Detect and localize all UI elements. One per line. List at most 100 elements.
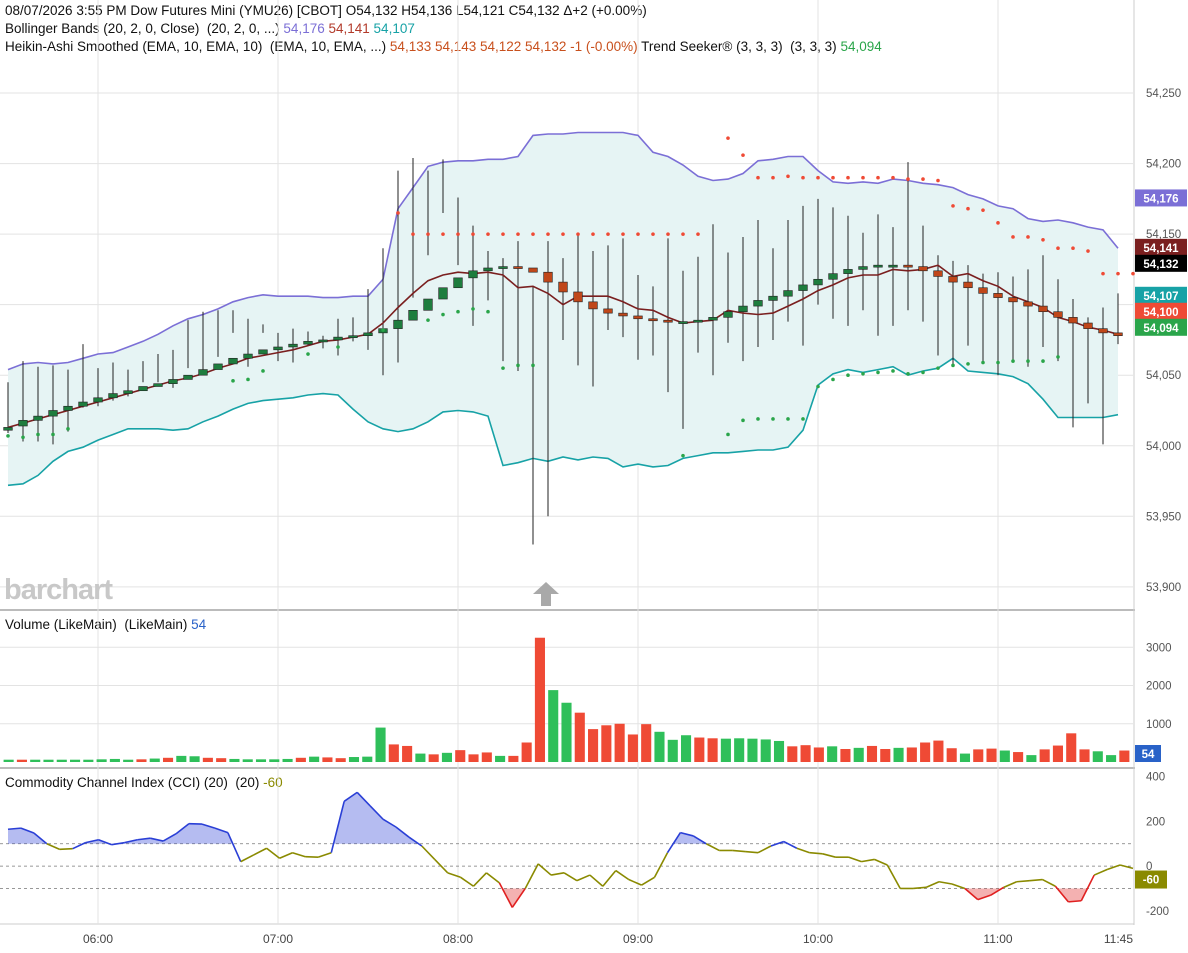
cci-line-segment bbox=[72, 841, 86, 850]
volume-bar bbox=[813, 747, 824, 762]
heikin-ashi-candle bbox=[468, 270, 478, 279]
bollinger-legend[interactable]: Bollinger Bands (20, 2, 0, Close) (20, 2… bbox=[5, 20, 415, 37]
cci-line-segment bbox=[318, 851, 332, 858]
volume-bar bbox=[906, 747, 917, 762]
volume-bar bbox=[680, 735, 692, 762]
volume-bar bbox=[920, 742, 931, 762]
cci-line-segment bbox=[1029, 878, 1043, 882]
heikin-ashi-candle bbox=[723, 311, 733, 318]
trend-seeker-dot-up bbox=[981, 360, 985, 365]
volume-bar bbox=[800, 745, 811, 762]
header-ohlc: O54,132 H54,136 L54,121 C54,132 Δ+2 (+0.… bbox=[345, 3, 647, 18]
volume-bar bbox=[534, 637, 545, 762]
bollinger-middle-line bbox=[7, 264, 1119, 429]
volume-bar bbox=[348, 757, 360, 762]
trend-seeker-dot-down bbox=[411, 232, 415, 236]
heikin-ashi-candle bbox=[318, 339, 328, 343]
heikin-ashi-candle bbox=[633, 315, 643, 320]
trend-seeker-dot-up bbox=[1041, 359, 1045, 363]
y-tick-label: 200 bbox=[1146, 816, 1165, 828]
heikin-ashi-candle bbox=[708, 317, 718, 321]
volume-bar bbox=[1092, 751, 1103, 762]
heikin-ashi-candle bbox=[993, 293, 1003, 298]
heikin-ashi-candle bbox=[933, 270, 943, 277]
trend-seeker-dot-down bbox=[546, 232, 550, 236]
heikin-ashi-candle bbox=[408, 310, 418, 321]
volume-bar bbox=[548, 690, 559, 762]
trend-seeker-dot-up bbox=[336, 345, 340, 349]
trend-seeker-dot-down bbox=[471, 232, 475, 236]
heikin-ashi-candle bbox=[363, 332, 373, 337]
heikin-ashi-candle bbox=[393, 319, 403, 329]
volume-bar bbox=[56, 759, 67, 762]
heikin-ashi-candle bbox=[33, 415, 43, 421]
cci-line-segment bbox=[705, 843, 720, 852]
heikin-ashi-candle bbox=[183, 374, 193, 380]
ha-params: (EMA, 10, EMA, ...) bbox=[269, 39, 387, 54]
cci-line-segment bbox=[745, 850, 759, 854]
cci-overbought-fill bbox=[8, 792, 789, 844]
trend-seeker-dot-up bbox=[486, 309, 490, 314]
heikin-ashi-candle bbox=[738, 305, 748, 313]
volume-bar bbox=[295, 757, 306, 762]
cci-line-segment bbox=[85, 838, 99, 844]
trend-seeker-dot-down bbox=[606, 232, 610, 236]
trend-seeker-dot-down bbox=[1086, 249, 1090, 253]
volume-bar bbox=[202, 757, 213, 762]
volume-bar bbox=[242, 759, 253, 762]
cci-legend[interactable]: Commodity Channel Index (CCI) (20) (20) … bbox=[5, 774, 283, 791]
x-tick-label: 10:00 bbox=[803, 932, 833, 946]
volume-bar bbox=[16, 759, 27, 762]
heikin-ashi-candle bbox=[1083, 322, 1093, 329]
x-tick-label: 07:00 bbox=[263, 932, 293, 946]
trend-seeker-dot-up bbox=[891, 369, 895, 373]
trend-seeker-dot-up bbox=[306, 352, 310, 356]
volume-bar bbox=[720, 738, 731, 762]
cci-axis-label-text: -60 bbox=[1143, 875, 1160, 887]
cci-line-segment bbox=[563, 872, 578, 882]
volume-bar bbox=[959, 753, 971, 762]
y-tick-label: 1000 bbox=[1146, 719, 1172, 731]
trend-seeker-dot-down bbox=[681, 232, 685, 236]
bollinger-lower-line bbox=[7, 357, 1119, 487]
volume-bar bbox=[375, 727, 386, 762]
heikin-ashi-candle bbox=[3, 427, 13, 431]
ts-params: (3, 3, 3) bbox=[790, 39, 837, 54]
x-tick-label: 06:00 bbox=[83, 932, 113, 946]
header-date: 08/07/2026 bbox=[5, 3, 73, 18]
trend-seeker-dot-down bbox=[1071, 246, 1075, 251]
volume-axis-label bbox=[1135, 745, 1161, 762]
cci-line-segment bbox=[33, 832, 48, 845]
ha-values: 54,133 54,143 54,122 54,132 -1 (-0.00%) bbox=[389, 39, 638, 54]
trend-seeker-dot-up bbox=[1026, 359, 1030, 363]
trend-seeker-dot-down bbox=[621, 232, 625, 236]
title-row: 08/07/2026 3:55 PM Dow Futures Mini (YMU… bbox=[5, 2, 647, 19]
heikin-ashi-candle bbox=[213, 363, 223, 370]
cci-line-segment bbox=[641, 876, 655, 886]
volume-bar bbox=[309, 756, 320, 762]
volume-bar bbox=[415, 753, 426, 762]
trend-seeker-dot-down bbox=[561, 232, 565, 236]
cci-line-segment bbox=[680, 831, 694, 837]
heikin-ashi-candle bbox=[813, 278, 823, 286]
y-tick-label: 54,200 bbox=[1146, 159, 1181, 171]
cci-line-segment bbox=[990, 886, 1005, 896]
cci-line-segment bbox=[848, 856, 862, 863]
cci-line-segment bbox=[809, 851, 823, 855]
y-tick-label: 53,950 bbox=[1146, 511, 1181, 523]
trend-seeker-dot-down bbox=[921, 177, 925, 181]
scroll-up-arrow-icon[interactable] bbox=[533, 582, 559, 594]
cci-line-segment bbox=[874, 858, 888, 866]
trend-seeker-dot-down bbox=[1101, 271, 1105, 276]
volume-bar bbox=[986, 748, 997, 762]
heikin-ashi-candle bbox=[483, 267, 493, 272]
trend-seeker-dot-down bbox=[1011, 235, 1015, 239]
heikin-ashi-legend[interactable]: Heikin-Ashi Smoothed (EMA, 10, EMA, 10) … bbox=[5, 38, 882, 55]
trend-seeker-dot-down bbox=[531, 232, 535, 236]
heikin-ashi-candle bbox=[978, 287, 988, 294]
heikin-ashi-candle bbox=[453, 277, 463, 289]
trend-seeker-dot-down bbox=[831, 175, 835, 180]
cci-line-segment bbox=[214, 827, 229, 834]
volume-legend[interactable]: Volume (LikeMain) (LikeMain) 54 bbox=[5, 616, 206, 633]
